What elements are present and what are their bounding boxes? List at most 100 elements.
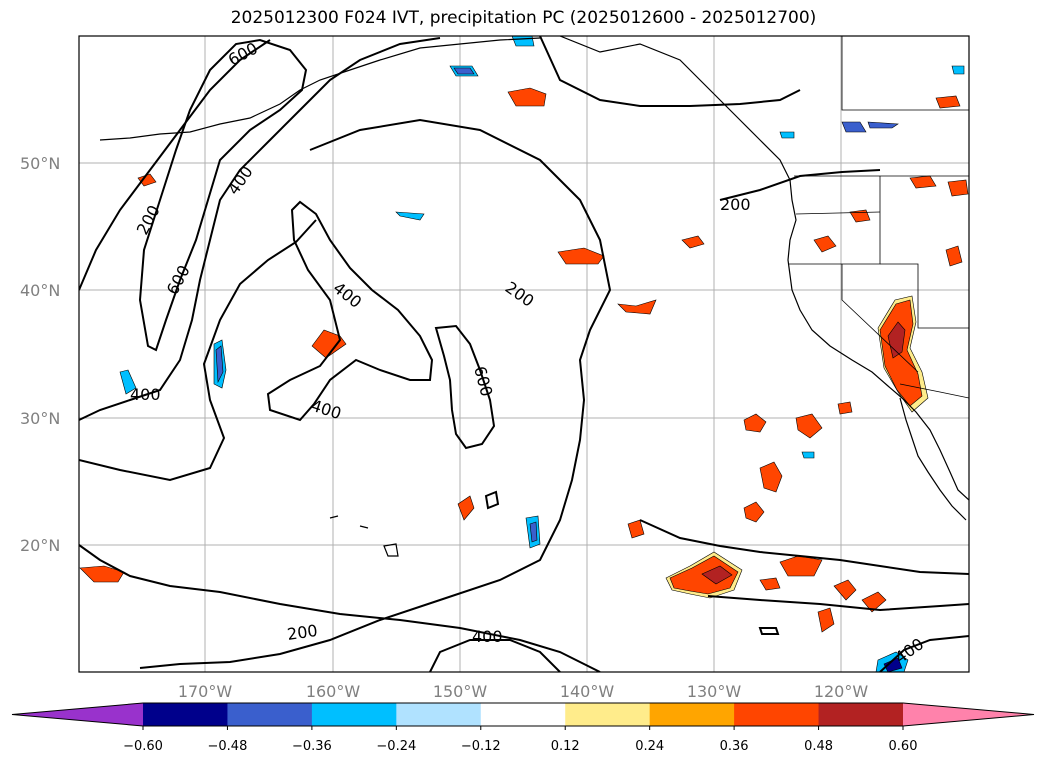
colorbar-segment	[311, 703, 397, 726]
colorbar-segment	[734, 703, 820, 726]
colorbar-tick-label: −0.36	[292, 739, 332, 754]
precip-patch	[119, 369, 137, 395]
california-nevada-border	[841, 264, 919, 373]
lon-label-160w: 160°W	[306, 682, 361, 701]
precip-patch	[833, 579, 857, 601]
lat-label-30n: 30°N	[20, 409, 60, 428]
precip-patch	[945, 245, 963, 267]
ivt-contour-400-mid	[139, 118, 612, 669]
ivt-contour-small-loop	[484, 490, 500, 510]
colorbar-extend-low	[12, 703, 143, 726]
ivt-contour-200-outer	[79, 39, 271, 291]
hawaiian-islands	[329, 515, 399, 557]
colorbar-tick-label: 0.12	[551, 739, 580, 754]
precip-patch	[529, 521, 538, 543]
alaska-coast	[379, 37, 541, 61]
lon-label-140w: 140°W	[560, 682, 615, 701]
colorbar-tick-label: −0.48	[208, 739, 248, 754]
precip-patch	[947, 179, 969, 197]
contour-label: 400	[472, 627, 503, 646]
contour-label: 200	[286, 621, 319, 644]
colorbar-tick-label: 0.36	[720, 739, 749, 754]
colorbar: −0.60 −0.48 −0.36 −0.24 −0.12 0.12 0.24 0.36 0.4…	[11, 702, 1035, 754]
ivt-contour-200-se	[707, 595, 969, 612]
colorbar-tick-label: 0.24	[635, 739, 664, 754]
precip-patch	[779, 555, 823, 577]
colorbar-tick-label: −0.24	[376, 739, 416, 754]
precip-patch	[801, 451, 815, 459]
precip-patch	[743, 501, 765, 523]
ivt-contour-200-main	[266, 200, 434, 422]
lat-label-40n: 40°N	[20, 281, 60, 300]
colorbar-tick-label: −0.12	[461, 739, 501, 754]
precip-patch	[557, 247, 605, 265]
longitude-labels: 170°W 160°W 150°W 140°W 130°W 120°W	[178, 682, 869, 701]
colorbar-segment	[396, 703, 482, 726]
precip-patch	[743, 413, 767, 433]
lat-label-50n: 50°N	[20, 154, 60, 173]
contour-labels: 600 400 200 600 400 400 400 200 600 200 …	[130, 38, 927, 667]
precip-patch	[951, 65, 965, 75]
precip-patch	[887, 321, 906, 359]
colorbar-tick-label: 0.48	[804, 739, 833, 754]
map-title: 2025012300 F024 IVT, precipitation PC (2…	[230, 8, 817, 28]
precip-patch	[795, 413, 823, 439]
map-frame	[78, 35, 970, 673]
ivt-contour-400-se	[639, 519, 969, 575]
ivt-contour-small-loop-2	[758, 627, 780, 635]
lon-label-150w: 150°W	[433, 682, 488, 701]
baja-coast	[899, 397, 967, 521]
canada-boundary	[841, 36, 969, 111]
ivt-contour-600-north	[138, 38, 308, 352]
precip-patch	[507, 87, 547, 107]
precip-patch	[311, 329, 347, 359]
precip-patch	[627, 519, 645, 539]
coastlines	[99, 36, 969, 557]
precip-patch	[849, 209, 871, 223]
ivt-contour-200-coast	[719, 169, 881, 201]
precip-patch	[617, 299, 657, 315]
precip-positive-patches	[79, 87, 969, 633]
precip-patch	[909, 175, 937, 189]
aleutian-islands	[99, 59, 381, 141]
lon-label-120w: 120°W	[814, 682, 869, 701]
ivt-contour-400-south	[79, 544, 601, 672]
precip-patch	[837, 401, 853, 415]
lat-label-20n: 20°N	[20, 536, 60, 555]
contour-label: 400	[130, 385, 161, 404]
map-gridlines	[79, 36, 969, 672]
colorbar-tick-label: −0.60	[123, 739, 163, 754]
ivt-contour-400-west	[79, 37, 441, 421]
precip-patch	[759, 577, 781, 591]
precip-patch	[395, 211, 425, 221]
oregon-washington-border	[795, 211, 881, 215]
ivt-contour-400-corner	[879, 635, 969, 672]
precip-patch	[813, 235, 837, 253]
precip-patch	[867, 121, 899, 129]
colorbar-segment	[227, 703, 313, 726]
precip-patch	[701, 565, 733, 585]
north-america-coast	[559, 36, 969, 501]
colorbar-tick-label: 0.60	[889, 739, 918, 754]
ivt-contour-400-southcenter	[429, 639, 561, 672]
latitude-labels: 50°N 40°N 30°N 20°N	[20, 154, 60, 555]
precip-patch	[511, 36, 535, 47]
colorbar-segment	[480, 703, 566, 726]
colorbar-extend-high	[903, 703, 1034, 726]
precip-patch	[817, 607, 835, 633]
precip-patch	[681, 235, 705, 249]
precip-patch	[215, 345, 224, 384]
lon-label-130w: 130°W	[687, 682, 742, 701]
contour-label: 200	[720, 195, 751, 214]
colorbar-segment	[143, 703, 228, 726]
colorbar-segment	[818, 703, 904, 726]
colorbar-segment	[649, 703, 735, 726]
political-boundaries	[788, 36, 969, 399]
precip-patch	[935, 95, 961, 109]
precip-patch	[457, 495, 475, 521]
precip-patch	[841, 121, 867, 133]
precip-patch	[779, 131, 795, 139]
nevada-border	[880, 263, 969, 329]
mexico-border	[899, 383, 969, 399]
